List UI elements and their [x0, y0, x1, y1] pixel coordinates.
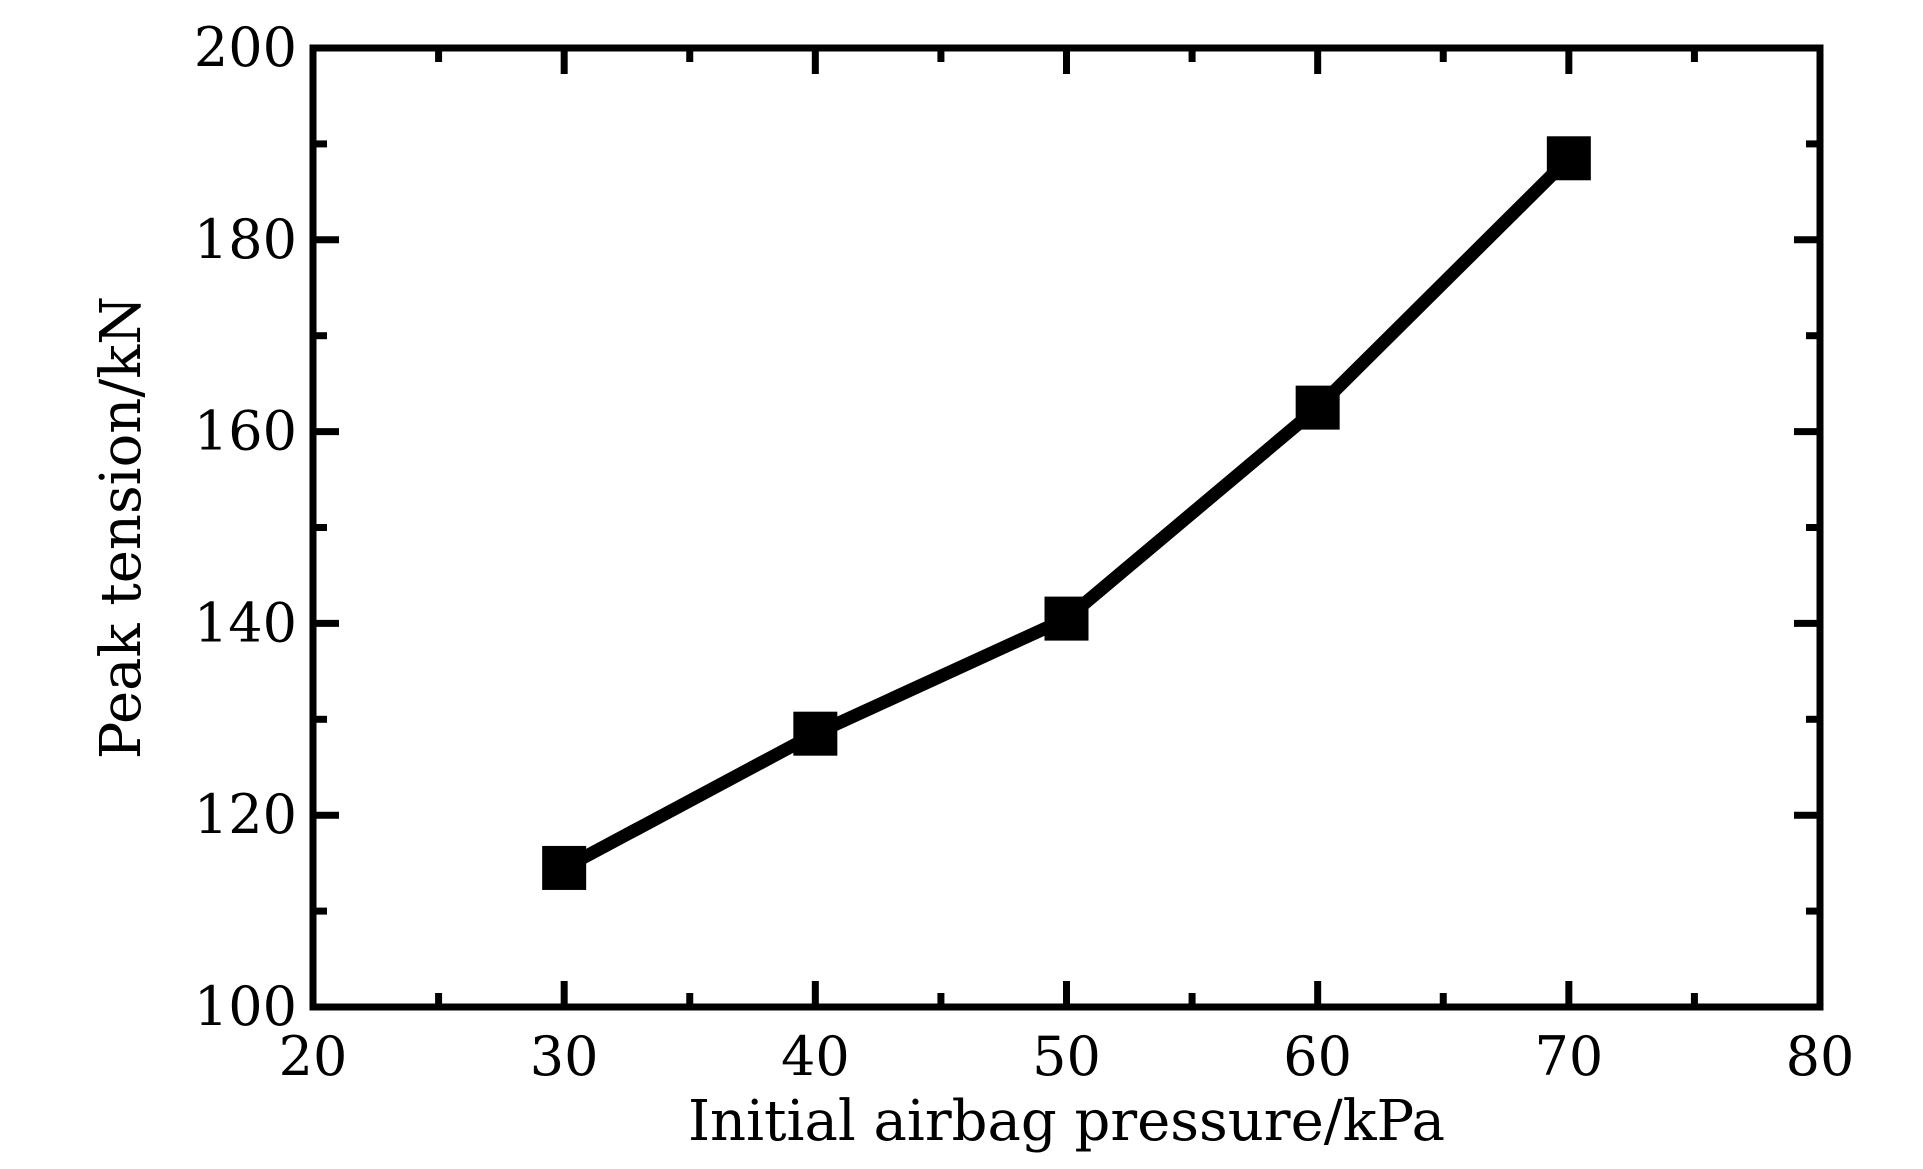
series-group	[542, 136, 1591, 890]
x-tick-label: 30	[530, 1025, 599, 1088]
y-tick-label: 120	[194, 783, 297, 846]
plot-frame	[309, 44, 1824, 1011]
y-tick-label: 140	[194, 591, 297, 654]
y-tick-label: 160	[194, 400, 297, 463]
axis-tick-labels: 20 30 40 50 60 70 80 100 120 140 160 180 200	[194, 16, 1854, 1088]
x-tick-label: 20	[279, 1025, 348, 1088]
x-tick-label: 40	[781, 1025, 850, 1088]
data-point	[1295, 385, 1340, 430]
y-axis-title: Peak tension/kN	[89, 296, 154, 759]
y-tick-label: 180	[194, 208, 297, 271]
data-point	[542, 845, 587, 890]
data-point	[793, 711, 838, 756]
x-axis-title: Initial airbag pressure/kPa	[688, 1089, 1445, 1154]
data-point	[1546, 136, 1591, 181]
x-tick-label: 60	[1283, 1025, 1352, 1088]
x-tick-label: 80	[1786, 1025, 1855, 1088]
axis-ticks	[309, 44, 1824, 1011]
x-tick-label: 50	[1032, 1025, 1101, 1088]
x-tick-label: 70	[1534, 1025, 1603, 1088]
y-tick-label: 200	[194, 16, 297, 79]
y-tick-label: 100	[194, 975, 297, 1038]
series-line	[561, 153, 1574, 874]
data-point	[1044, 596, 1089, 641]
